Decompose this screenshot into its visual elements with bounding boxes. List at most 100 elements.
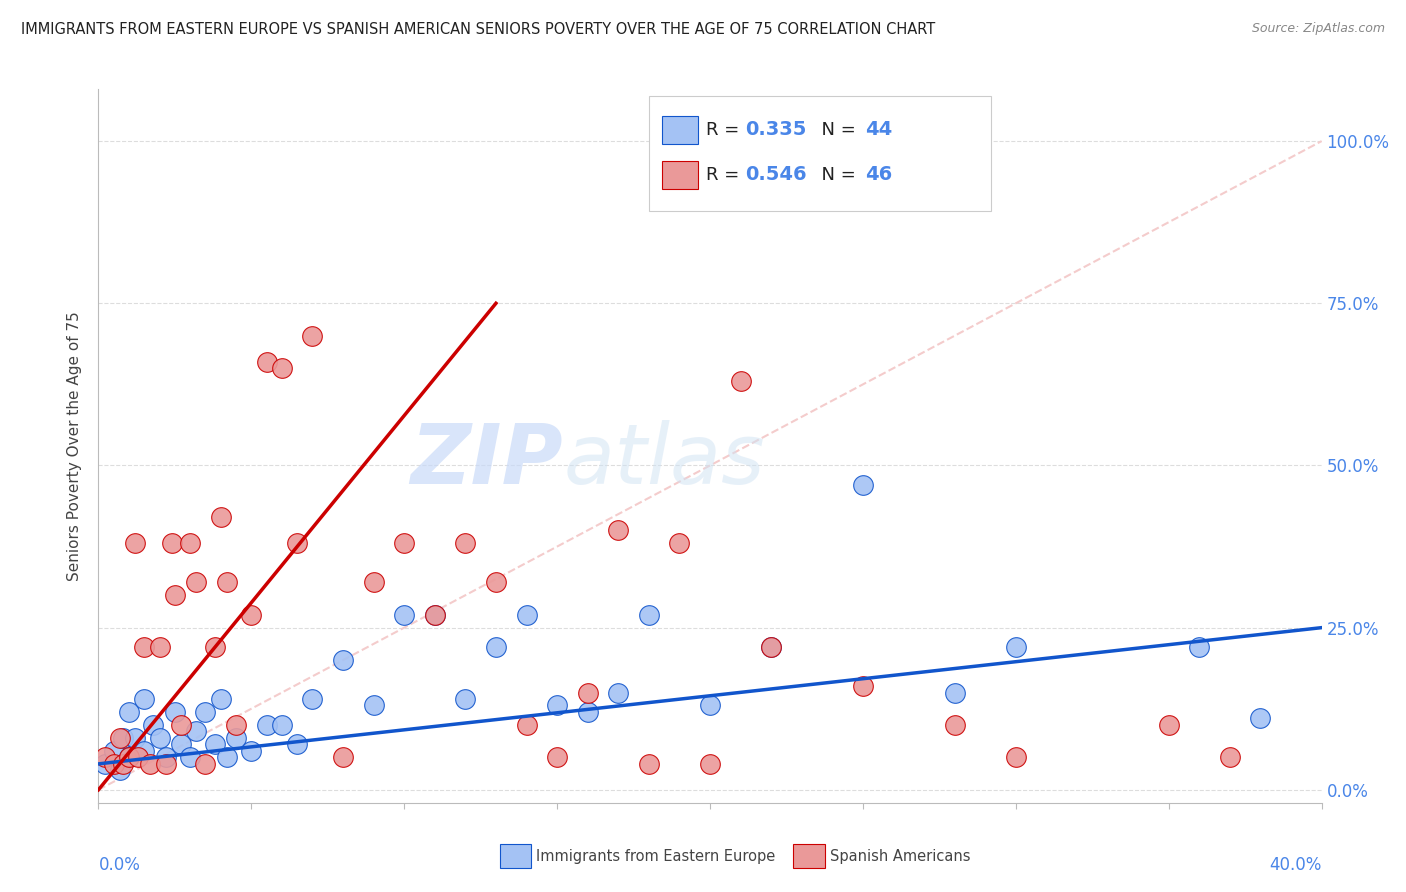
- Point: [118, 750, 141, 764]
- Point: [392, 536, 416, 550]
- Point: [485, 575, 508, 590]
- Point: [607, 524, 630, 538]
- Point: [1004, 640, 1026, 654]
- Point: [103, 756, 125, 771]
- Text: 44: 44: [865, 120, 893, 139]
- Point: [103, 744, 125, 758]
- Point: [637, 607, 661, 622]
- Point: [139, 756, 162, 771]
- Text: 46: 46: [865, 165, 893, 185]
- Point: [668, 536, 690, 550]
- Point: [111, 731, 134, 745]
- FancyBboxPatch shape: [662, 116, 697, 144]
- Point: [1219, 750, 1241, 764]
- Point: [423, 607, 446, 622]
- Point: [134, 692, 156, 706]
- Text: 0.546: 0.546: [745, 165, 807, 185]
- Point: [118, 705, 141, 719]
- Point: [209, 510, 232, 524]
- Point: [108, 764, 131, 778]
- FancyBboxPatch shape: [662, 161, 697, 189]
- Point: [516, 718, 538, 732]
- Point: [179, 750, 201, 764]
- Point: [516, 607, 538, 622]
- Point: [576, 685, 599, 699]
- Point: [699, 756, 721, 771]
- Point: [363, 575, 385, 590]
- Point: [546, 750, 568, 764]
- Point: [134, 640, 156, 654]
- Point: [240, 607, 263, 622]
- Point: [301, 328, 323, 343]
- Point: [155, 756, 177, 771]
- Point: [285, 536, 308, 550]
- Point: [204, 738, 226, 752]
- Point: [186, 724, 208, 739]
- Point: [285, 738, 308, 752]
- Point: [454, 536, 477, 550]
- Y-axis label: Seniors Poverty Over the Age of 75: Seniors Poverty Over the Age of 75: [67, 311, 83, 581]
- Point: [204, 640, 226, 654]
- Point: [943, 718, 966, 732]
- Point: [423, 607, 446, 622]
- Point: [93, 750, 115, 764]
- Point: [240, 744, 263, 758]
- Point: [179, 536, 201, 550]
- Text: IMMIGRANTS FROM EASTERN EUROPE VS SPANISH AMERICAN SENIORS POVERTY OVER THE AGE : IMMIGRANTS FROM EASTERN EUROPE VS SPANIS…: [21, 22, 935, 37]
- FancyBboxPatch shape: [499, 844, 531, 869]
- Point: [170, 738, 193, 752]
- Point: [149, 640, 172, 654]
- Text: R =: R =: [706, 121, 745, 139]
- FancyBboxPatch shape: [793, 844, 825, 869]
- Point: [943, 685, 966, 699]
- Point: [225, 718, 247, 732]
- Point: [256, 718, 278, 732]
- Point: [209, 692, 232, 706]
- Text: 0.335: 0.335: [745, 120, 807, 139]
- Point: [392, 607, 416, 622]
- Point: [163, 588, 186, 602]
- Point: [637, 756, 661, 771]
- Point: [163, 705, 186, 719]
- Point: [852, 478, 875, 492]
- Text: 0.0%: 0.0%: [98, 856, 141, 874]
- FancyBboxPatch shape: [650, 96, 991, 211]
- Point: [155, 750, 177, 764]
- Point: [93, 756, 115, 771]
- Point: [194, 705, 217, 719]
- Point: [111, 756, 134, 771]
- Point: [225, 731, 247, 745]
- Point: [1188, 640, 1211, 654]
- Text: N =: N =: [810, 166, 862, 184]
- Text: 40.0%: 40.0%: [1270, 856, 1322, 874]
- Point: [332, 750, 354, 764]
- Text: Spanish Americans: Spanish Americans: [830, 849, 970, 863]
- Text: atlas: atlas: [564, 420, 765, 500]
- Point: [852, 679, 875, 693]
- Point: [270, 361, 292, 376]
- Point: [142, 718, 165, 732]
- Point: [215, 750, 238, 764]
- Point: [118, 750, 141, 764]
- Point: [108, 731, 131, 745]
- Point: [576, 705, 599, 719]
- Point: [1004, 750, 1026, 764]
- Point: [759, 640, 782, 654]
- Text: Source: ZipAtlas.com: Source: ZipAtlas.com: [1251, 22, 1385, 36]
- Point: [186, 575, 208, 590]
- Point: [124, 731, 146, 745]
- Point: [215, 575, 238, 590]
- Point: [134, 744, 156, 758]
- Point: [301, 692, 323, 706]
- Point: [170, 718, 193, 732]
- Point: [194, 756, 217, 771]
- Text: R =: R =: [706, 166, 745, 184]
- Point: [546, 698, 568, 713]
- Text: Immigrants from Eastern Europe: Immigrants from Eastern Europe: [536, 849, 776, 863]
- Point: [332, 653, 354, 667]
- Point: [160, 536, 183, 550]
- Point: [485, 640, 508, 654]
- Point: [699, 698, 721, 713]
- Point: [454, 692, 477, 706]
- Point: [1249, 711, 1271, 725]
